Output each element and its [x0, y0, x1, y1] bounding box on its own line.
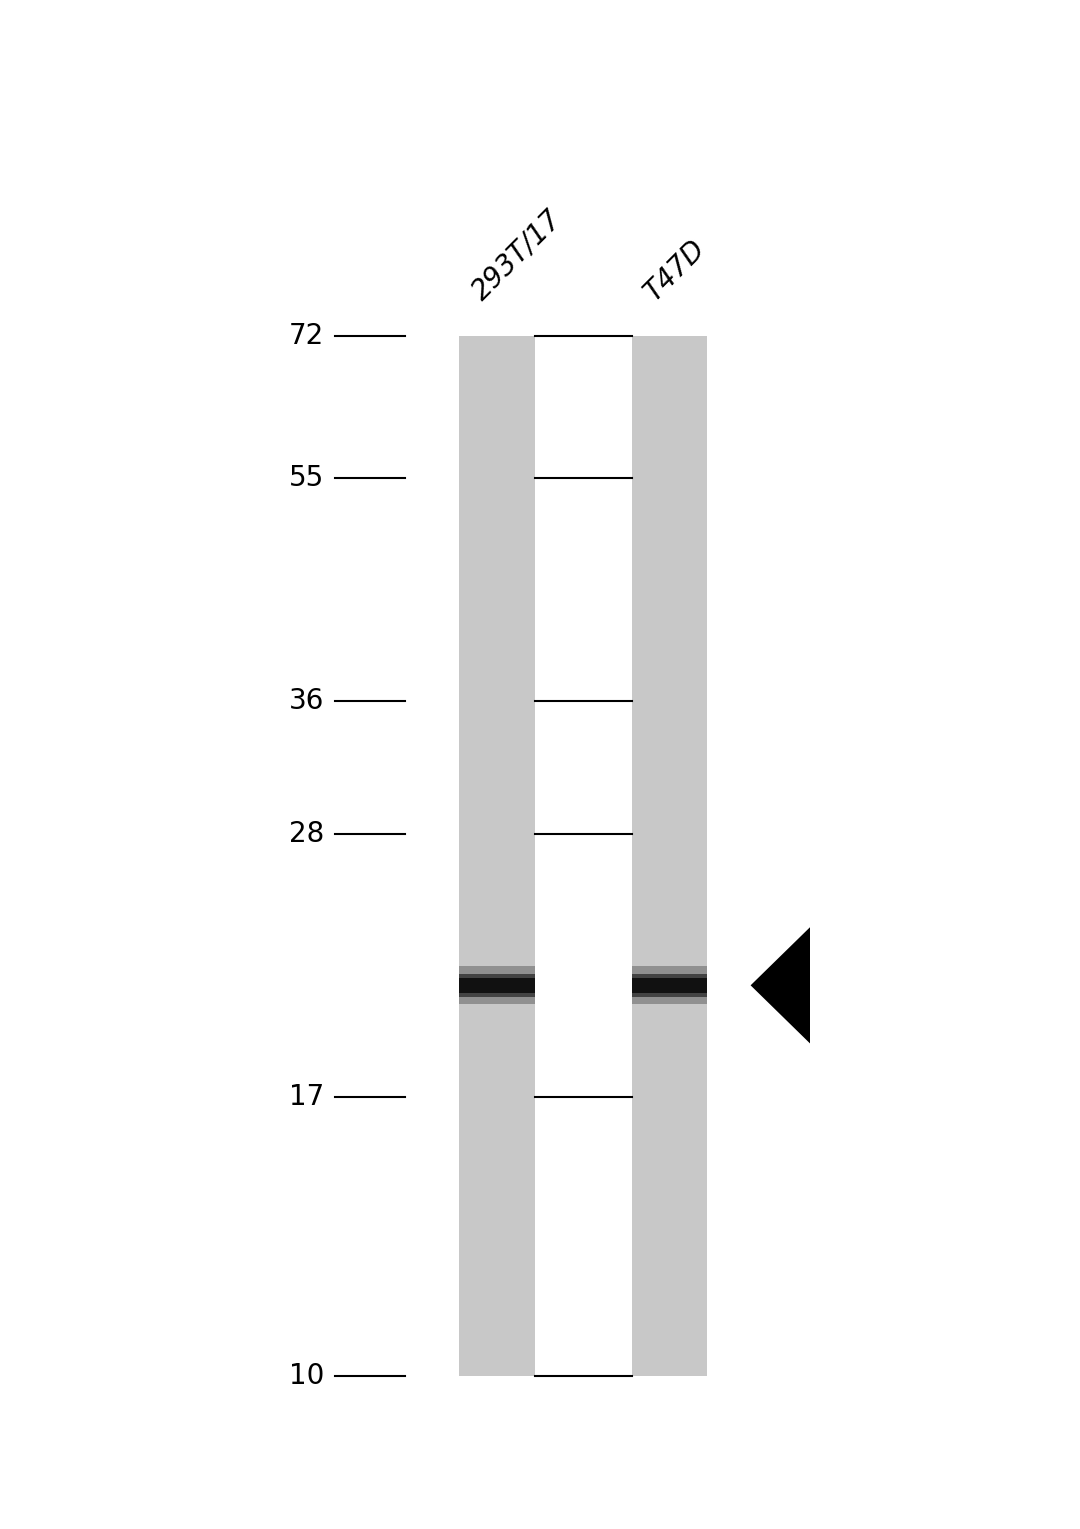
Bar: [459, 966, 535, 1005]
Bar: [632, 336, 707, 1376]
Text: 72: 72: [288, 323, 324, 350]
Bar: [459, 336, 535, 1376]
Bar: [459, 977, 535, 992]
Text: 293T/17: 293T/17: [467, 205, 567, 306]
Bar: [632, 966, 707, 1005]
Bar: [459, 974, 535, 997]
Text: 55: 55: [288, 465, 324, 492]
Text: 28: 28: [288, 820, 324, 847]
Bar: [632, 977, 707, 992]
Bar: [632, 974, 707, 997]
Text: 36: 36: [288, 688, 324, 716]
Polygon shape: [751, 927, 810, 1043]
Text: 17: 17: [288, 1083, 324, 1110]
Text: 10: 10: [288, 1362, 324, 1390]
Text: T47D: T47D: [639, 234, 711, 306]
